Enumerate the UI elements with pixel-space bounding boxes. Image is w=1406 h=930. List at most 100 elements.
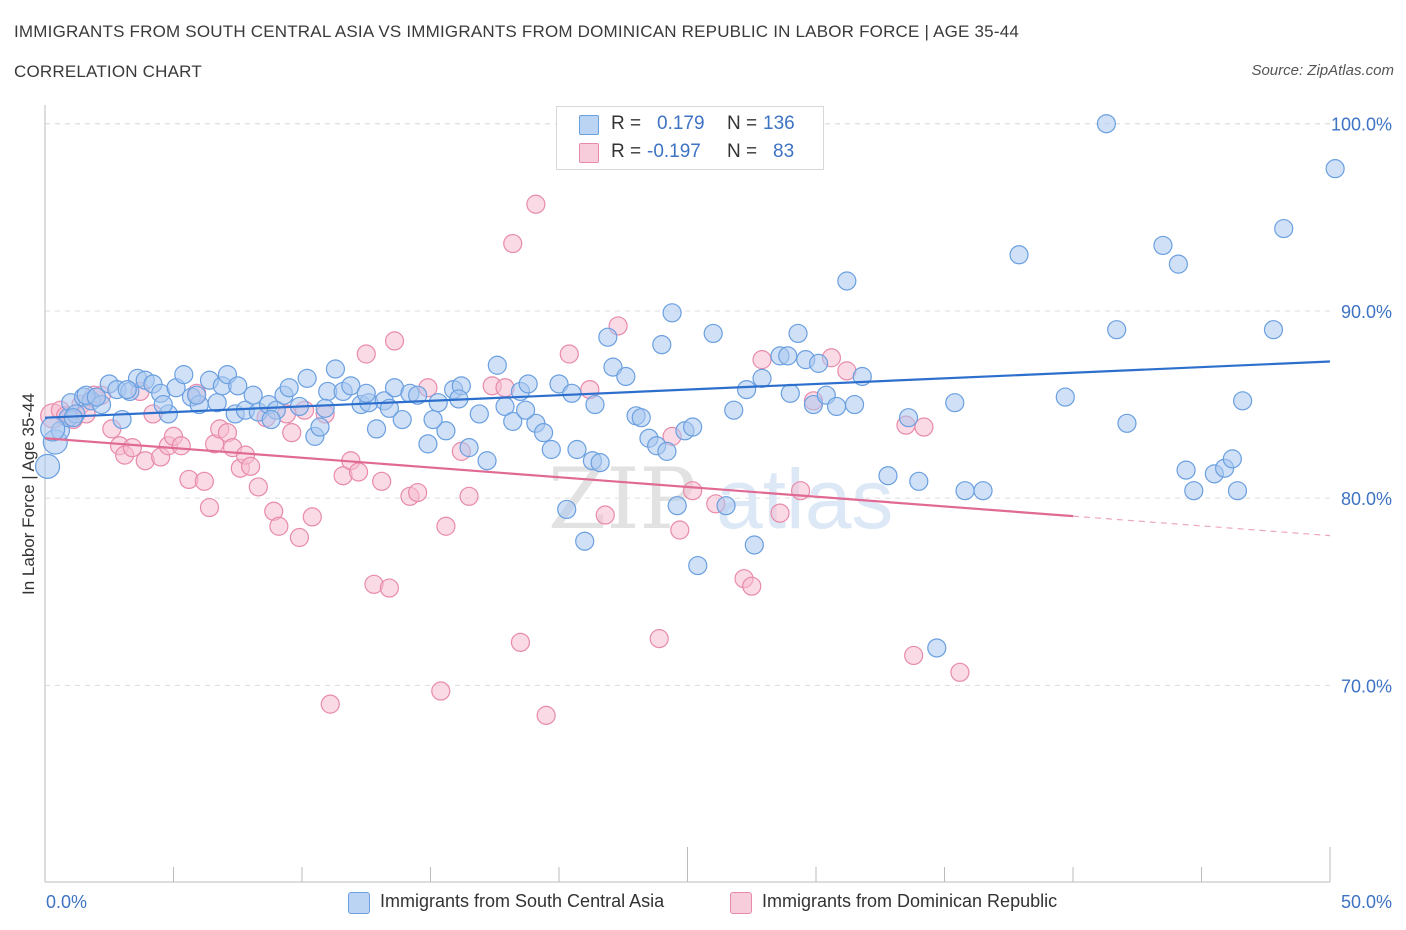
south-central-asia-point (567, 439, 587, 460)
south-central-asia-point (837, 271, 857, 291)
south-central-asia-point (788, 323, 808, 344)
south-central-asia-point (1096, 114, 1117, 134)
south-central-asia-point (310, 417, 330, 437)
south-central-asia-point (518, 374, 538, 394)
dominican-republic-point (914, 417, 934, 437)
south-central-asia-point (724, 400, 744, 420)
south-central-asia-point (662, 303, 682, 323)
dominican-republic-point (302, 507, 322, 527)
south-central-asia-point (945, 393, 965, 413)
south-central-asia-point (117, 379, 137, 400)
dominican-republic-point (269, 516, 289, 536)
south-central-asia-point (487, 355, 507, 375)
south-central-asia-point (603, 357, 623, 377)
south-central-asia-point (688, 555, 708, 576)
chart-source: Source: ZipAtlas.com (1251, 62, 1394, 79)
south-central-asia-point (657, 441, 677, 461)
south-central-asia-point (752, 368, 772, 388)
south-central-asia-point (780, 383, 800, 403)
south-central-asia-point (187, 385, 207, 405)
dominican-republic-point (282, 423, 302, 443)
south-central-asia-point (325, 359, 346, 379)
dominican-republic-point (122, 438, 142, 458)
south-central-asia-point (392, 409, 412, 430)
dominican-republic-point (436, 516, 456, 536)
dominican-republic-point (950, 662, 970, 682)
south-central-asia-point (808, 353, 829, 373)
south-central-asia-point (228, 376, 248, 396)
bottom-legend-label: Immigrants from South Central Asia (380, 891, 665, 911)
bottom-legend-label: Immigrants from Dominican Republic (762, 891, 1058, 911)
south-central-asia-point (153, 394, 173, 415)
dominican-republic-point (904, 645, 924, 666)
legend-r-label: R = (611, 113, 642, 134)
dominican-republic-point (348, 462, 369, 482)
trend-line-dominican-republic (44, 437, 1074, 518)
south-central-asia-point (927, 638, 947, 658)
y-tick-label: 70.0% (1341, 676, 1392, 696)
south-central-asia-point (297, 368, 317, 388)
chart-subtitle: CORRELATION CHART (14, 62, 202, 81)
legend-r-value: 0.179 (657, 113, 705, 134)
legend-r-label: R = (611, 141, 642, 162)
axes (44, 105, 1331, 883)
south-central-asia-point (1263, 320, 1284, 340)
south-central-asia-point (34, 453, 61, 479)
south-central-asia-point (631, 408, 651, 428)
south-central-asia-point (279, 378, 299, 398)
south-central-asia-point (356, 383, 376, 403)
south-central-asia-point (973, 481, 993, 501)
south-central-asia-point (652, 335, 672, 355)
chart-title: IMMIGRANTS FROM SOUTH CENTRAL ASIA VS IM… (14, 22, 1020, 41)
south-central-asia-point (469, 404, 489, 424)
bottom-legend-swatch-pink (730, 892, 752, 914)
south-central-asia-point (744, 535, 764, 555)
south-central-asia-point (955, 481, 975, 501)
south-central-asia-point (423, 409, 443, 430)
dominican-republic-point (356, 344, 376, 364)
south-central-asia-point (533, 423, 554, 443)
south-central-asia-point (557, 499, 577, 520)
legend-n-value: 136 (763, 113, 795, 134)
south-central-asia-point (803, 394, 824, 415)
tick-labels: 70.0% 80.0% 90.0% 100.0% 0.0% 50.0% (46, 115, 1392, 912)
south-central-asia-point (667, 496, 687, 516)
dominican-republic-point (770, 503, 790, 523)
dominican-republic-point (199, 497, 220, 518)
dominican-republic-point (459, 486, 479, 506)
south-central-asia-point (1009, 245, 1029, 265)
dominican-republic-point (526, 194, 546, 214)
south-central-asia-point (575, 531, 595, 551)
south-central-asia-point (1117, 413, 1137, 433)
south-central-asia-point (261, 409, 281, 430)
dominican-republic-point (408, 482, 428, 503)
south-central-asia-point (549, 374, 569, 394)
trend-lines (44, 360, 1331, 537)
watermark: ZIP atlas (548, 450, 893, 548)
south-central-asia-point (243, 385, 263, 405)
series-dominican-republic-points (40, 194, 970, 725)
trend-line-dominican-republic-extension (1072, 515, 1331, 537)
south-central-asia-point (366, 419, 387, 439)
south-central-asia-point (1325, 159, 1345, 179)
dominican-republic-point (194, 471, 214, 491)
south-central-asia-point (86, 387, 107, 407)
south-central-asia-point (436, 421, 456, 441)
y-axis-title: In Labor Force | Age 35-44 (19, 393, 38, 595)
south-central-asia-point (1107, 320, 1127, 340)
stats-legend: R = 0.179 N = 136 R = -0.197 N = 83 (556, 106, 824, 170)
south-central-asia-point (503, 411, 523, 432)
south-central-asia-point (1176, 460, 1196, 480)
south-central-asia-point (737, 379, 757, 400)
dominican-republic-point (752, 350, 772, 370)
dominican-republic-point (559, 344, 579, 364)
south-central-asia-point (459, 438, 479, 458)
south-central-asia-point (898, 408, 919, 428)
south-central-asia-point (1227, 481, 1248, 501)
south-central-asia-point (515, 400, 536, 420)
dominican-republic-point (536, 705, 556, 725)
south-central-asia-point (844, 394, 865, 415)
south-central-asia-point (683, 417, 703, 437)
dominican-republic-point (320, 694, 340, 714)
